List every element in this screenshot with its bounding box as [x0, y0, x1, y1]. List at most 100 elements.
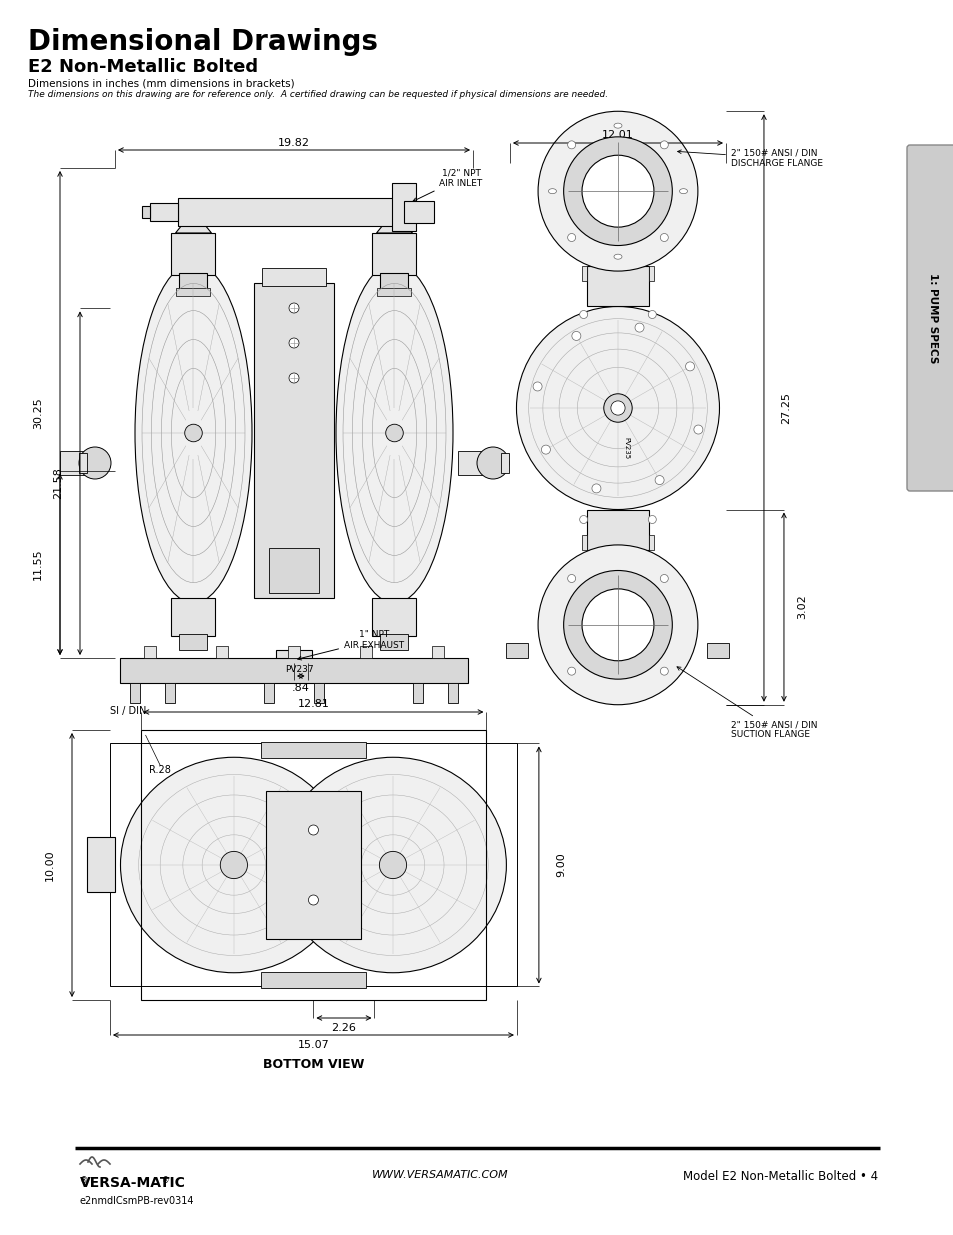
Bar — [448, 683, 457, 703]
Circle shape — [567, 141, 575, 149]
Bar — [261, 972, 365, 988]
Text: Dimensional Drawings: Dimensional Drawings — [28, 28, 377, 56]
Bar — [179, 273, 208, 293]
Text: 2.26: 2.26 — [332, 1023, 356, 1032]
Bar — [500, 453, 509, 473]
Text: 1: PUMP SPECS: 1: PUMP SPECS — [927, 273, 937, 363]
Bar — [275, 650, 312, 678]
Circle shape — [541, 445, 550, 454]
Bar — [172, 233, 215, 275]
Text: SI / DIN: SI / DIN — [110, 706, 146, 716]
Text: .84: .84 — [292, 683, 310, 693]
Text: e2nmdlCsmPB-rev0314: e2nmdlCsmPB-rev0314 — [80, 1195, 194, 1207]
Text: 1/2" NPT
AIR INLET: 1/2" NPT AIR INLET — [413, 168, 482, 201]
Text: VERSA-MATIC: VERSA-MATIC — [80, 1176, 186, 1191]
Circle shape — [79, 447, 111, 479]
Text: 27.25: 27.25 — [781, 391, 790, 424]
Circle shape — [659, 233, 668, 242]
Polygon shape — [376, 211, 412, 233]
Circle shape — [537, 545, 698, 705]
Text: Model E2 Non-Metallic Bolted • 4: Model E2 Non-Metallic Bolted • 4 — [682, 1170, 877, 1183]
Circle shape — [533, 382, 541, 391]
Bar — [165, 683, 174, 703]
Bar — [151, 203, 178, 221]
Text: 2" 150# ANSI / DIN
DISCHARGE FLANGE: 2" 150# ANSI / DIN DISCHARGE FLANGE — [677, 148, 822, 168]
Text: 30.25: 30.25 — [33, 398, 43, 429]
Ellipse shape — [120, 757, 347, 973]
FancyBboxPatch shape — [906, 144, 953, 492]
Circle shape — [693, 425, 702, 433]
Bar — [144, 646, 156, 658]
Ellipse shape — [335, 263, 453, 603]
Bar — [392, 183, 416, 231]
Circle shape — [516, 306, 719, 510]
Bar — [269, 548, 318, 593]
Bar — [380, 634, 408, 650]
Bar — [581, 266, 586, 282]
Text: 12.01: 12.01 — [601, 130, 633, 140]
Text: 21.58: 21.58 — [53, 467, 63, 499]
Bar — [110, 743, 517, 987]
Circle shape — [685, 362, 694, 370]
Ellipse shape — [614, 254, 621, 259]
Circle shape — [648, 310, 656, 319]
Text: The dimensions on this drawing are for reference only.  A certified drawing can : The dimensions on this drawing are for r… — [28, 90, 607, 99]
Circle shape — [385, 425, 403, 442]
Circle shape — [567, 233, 575, 242]
Text: 12.81: 12.81 — [297, 699, 329, 709]
Circle shape — [476, 447, 509, 479]
Ellipse shape — [614, 124, 621, 128]
Bar — [140, 730, 486, 1000]
Ellipse shape — [679, 189, 687, 194]
Ellipse shape — [279, 757, 506, 973]
Text: ®: ® — [162, 1176, 170, 1186]
Circle shape — [610, 401, 624, 415]
Bar — [264, 683, 274, 703]
Text: 10.00: 10.00 — [45, 850, 55, 881]
Bar — [142, 206, 151, 219]
Circle shape — [308, 895, 318, 905]
Circle shape — [220, 851, 247, 878]
Bar — [581, 535, 586, 550]
Circle shape — [185, 425, 202, 442]
Circle shape — [537, 111, 698, 270]
Text: PV235: PV235 — [622, 437, 628, 459]
Circle shape — [289, 303, 298, 312]
Circle shape — [379, 851, 406, 878]
Polygon shape — [175, 211, 212, 233]
Text: PV237: PV237 — [284, 666, 313, 674]
Text: WWW.VERSAMATIC.COM: WWW.VERSAMATIC.COM — [372, 1170, 508, 1179]
Text: 2" 150# ANSI / DIN
SUCTION FLANGE: 2" 150# ANSI / DIN SUCTION FLANGE — [677, 667, 817, 740]
Circle shape — [308, 825, 318, 835]
Text: 19.82: 19.82 — [277, 138, 310, 148]
Bar — [432, 646, 443, 658]
Bar — [79, 453, 87, 473]
Circle shape — [635, 324, 643, 332]
Bar — [413, 683, 422, 703]
Circle shape — [603, 394, 632, 422]
Circle shape — [659, 141, 668, 149]
Text: 3.02: 3.02 — [796, 595, 806, 620]
Bar — [176, 288, 211, 296]
Bar — [586, 266, 649, 306]
Text: 9.00: 9.00 — [556, 852, 565, 877]
Circle shape — [659, 574, 668, 583]
Circle shape — [655, 475, 663, 484]
Circle shape — [659, 667, 668, 676]
Circle shape — [563, 571, 672, 679]
Bar — [266, 790, 360, 940]
Text: ®: ® — [80, 1176, 89, 1186]
Circle shape — [567, 667, 575, 676]
Bar — [377, 288, 411, 296]
Text: 11.55: 11.55 — [33, 548, 43, 580]
Bar — [178, 198, 409, 226]
Text: BOTTOM VIEW: BOTTOM VIEW — [262, 1058, 364, 1072]
Circle shape — [579, 515, 587, 524]
Bar — [130, 683, 140, 703]
Circle shape — [581, 589, 653, 661]
Text: R.28: R.28 — [149, 764, 171, 776]
Circle shape — [648, 515, 656, 524]
Circle shape — [571, 331, 580, 341]
Bar — [359, 646, 372, 658]
Circle shape — [563, 137, 672, 246]
